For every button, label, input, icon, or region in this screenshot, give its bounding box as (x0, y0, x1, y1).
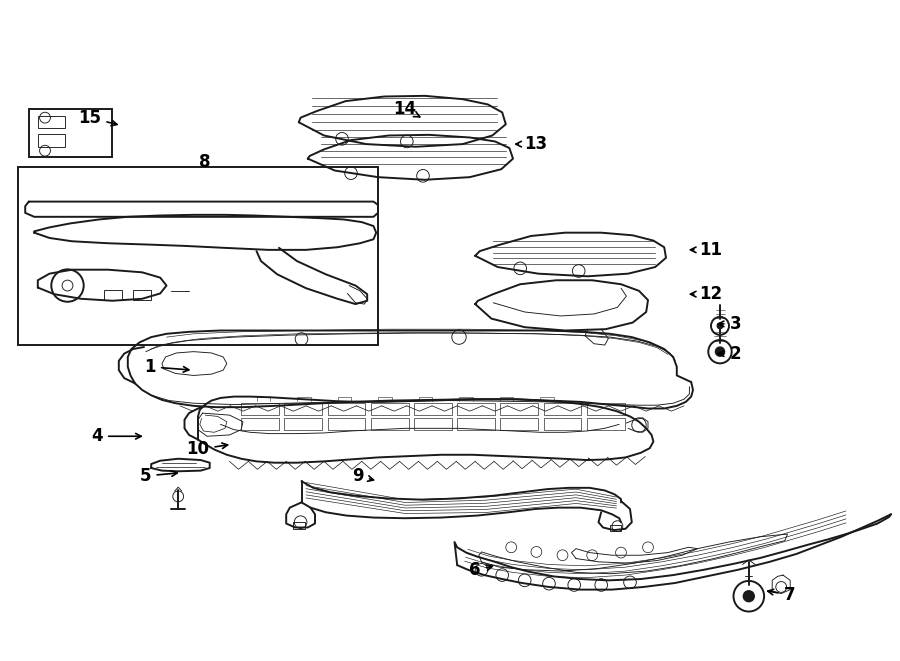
Bar (284, 403, 322, 415)
Bar (500, 418, 538, 430)
Circle shape (743, 591, 754, 602)
Text: 6: 6 (470, 561, 492, 580)
Bar (18, 167, 378, 345)
Bar (328, 418, 365, 430)
Text: 3: 3 (718, 315, 741, 333)
Bar (544, 403, 581, 415)
Circle shape (717, 323, 723, 329)
Bar (414, 418, 452, 430)
Bar (587, 418, 625, 430)
Text: 11: 11 (690, 241, 723, 259)
Bar (29, 109, 112, 157)
Bar (241, 403, 279, 415)
Bar (133, 290, 151, 300)
Bar (457, 418, 495, 430)
Text: 5: 5 (140, 467, 177, 485)
Text: 9: 9 (353, 467, 374, 485)
Text: 13: 13 (516, 135, 547, 153)
Bar (104, 290, 122, 300)
Bar (328, 403, 365, 415)
Bar (38, 116, 65, 128)
Bar (587, 403, 625, 415)
Text: 8: 8 (200, 153, 211, 171)
Circle shape (716, 347, 724, 356)
Bar (544, 418, 581, 430)
Bar (500, 403, 538, 415)
Bar (414, 403, 452, 415)
Bar (371, 418, 409, 430)
Text: 2: 2 (718, 344, 741, 363)
Bar (371, 403, 409, 415)
Text: 14: 14 (393, 100, 420, 118)
Bar (457, 403, 495, 415)
Text: 12: 12 (690, 285, 723, 303)
Bar (241, 418, 279, 430)
Text: 1: 1 (145, 358, 189, 376)
Text: 10: 10 (186, 440, 228, 459)
Bar (284, 418, 322, 430)
Text: 7: 7 (768, 586, 795, 604)
Text: 4: 4 (92, 427, 141, 446)
Bar (292, 522, 305, 529)
Bar (38, 134, 65, 147)
Text: 15: 15 (78, 108, 117, 127)
Bar (610, 525, 621, 531)
